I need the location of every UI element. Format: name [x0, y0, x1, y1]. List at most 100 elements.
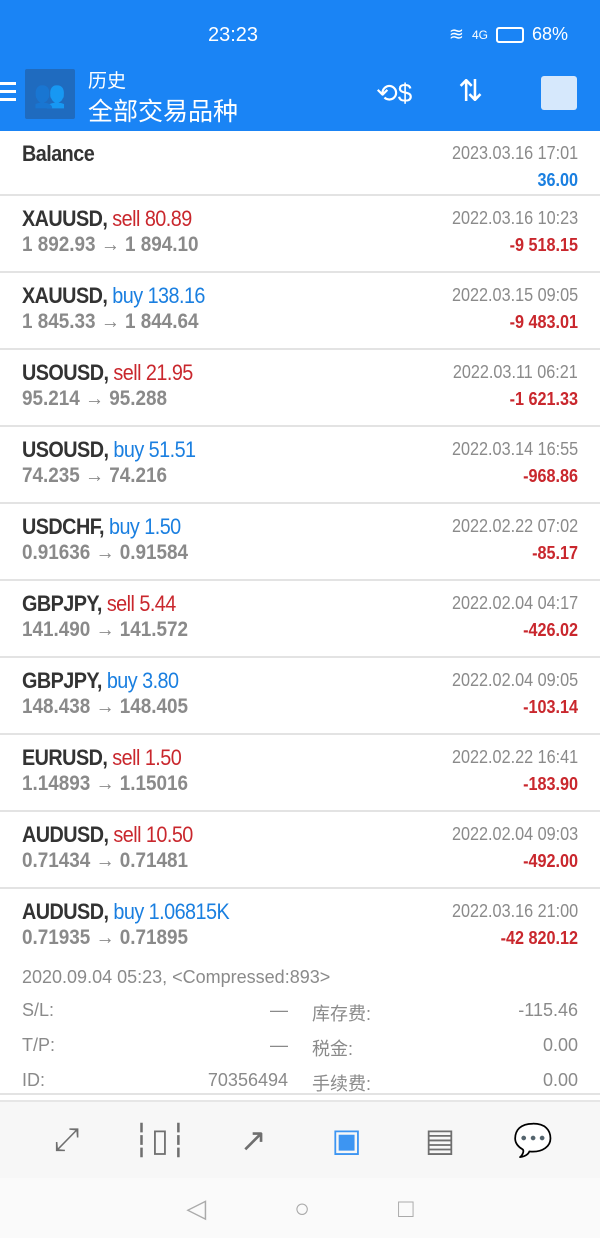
trade-date: 2022.03.14 16:55	[451, 439, 578, 459]
trade-volume: 1.50	[144, 514, 181, 539]
trade-prices: 1.14893 → 1.15016	[22, 772, 189, 795]
trade-profit: -9 518.15	[509, 235, 578, 255]
trade-profit: -9 483.01	[509, 312, 578, 332]
trade-date: 2022.02.04 09:05	[451, 670, 578, 690]
trade-row[interactable]: AUDUSD, buy 1.06815K 0.71935 → 0.71895 2…	[0, 889, 600, 1095]
balance-date: 2023.03.16 17:01	[451, 143, 578, 163]
trade-symbol: GBPJPY, buy 3.80	[22, 668, 179, 694]
trade-row[interactable]: XAUUSD, buy 138.16 1 845.33 → 1 844.64 2…	[0, 273, 600, 350]
trade-side: sell	[112, 745, 140, 770]
trade-symbol: XAUUSD, sell 80.89	[22, 206, 192, 232]
history-list: Balance 2023.03.16 17:01 36.00 XAUUSD, s…	[0, 131, 600, 1095]
trade-side: buy	[113, 899, 144, 924]
trade-side: sell	[113, 360, 141, 385]
trade-date: 2022.02.04 04:17	[451, 593, 578, 613]
bottom-nav: ⤢ ┆▯┆ ↗ ▣ ▤ 💬	[0, 1100, 600, 1178]
trade-row[interactable]: XAUUSD, sell 80.89 1 892.93 → 1 894.10 2…	[0, 196, 600, 273]
trade-prices: 1 892.93 → 1 894.10	[22, 233, 199, 256]
trade-profit: -183.90	[523, 774, 578, 794]
trade-volume: 1.06815K	[148, 899, 230, 924]
trade-row[interactable]: USDCHF, buy 1.50 0.91636 → 0.91584 2022.…	[0, 504, 600, 581]
symbol: USDCHF,	[22, 514, 105, 539]
detail-tp: —	[270, 1035, 288, 1055]
history-icon[interactable]: ▣	[331, 1122, 362, 1158]
trade-date: 2022.03.11 06:21	[453, 362, 578, 382]
news-icon[interactable]: ▤	[424, 1122, 456, 1158]
home-icon[interactable]: ○	[294, 1192, 310, 1223]
detail-id: 70356494	[207, 1070, 288, 1090]
page-title: 历史	[88, 71, 127, 92]
detail-fee-label: 手续费:	[312, 1074, 372, 1094]
battery-level: 68%	[531, 24, 568, 44]
trade-volume: 5.44	[139, 591, 176, 616]
trade-prices: 148.438 → 148.405	[22, 695, 189, 718]
trade-volume: 80.89	[144, 206, 192, 231]
trade-row[interactable]: USOUSD, buy 51.51 74.235 → 74.216 2022.0…	[0, 427, 600, 504]
chart-icon[interactable]: ┆▯┆	[131, 1122, 189, 1158]
detail-swap-label: 库存费:	[312, 1004, 372, 1024]
symbol: EURUSD,	[22, 745, 108, 770]
trade-row[interactable]: GBPJPY, sell 5.44 141.490 → 141.572 2022…	[0, 581, 600, 658]
symbol-filter[interactable]: 全部交易品种	[88, 98, 239, 126]
symbol: USOUSD,	[22, 437, 109, 462]
trade-prices: 0.71434 → 0.71481	[22, 849, 189, 872]
trade-symbol: USOUSD, buy 51.51	[22, 437, 196, 463]
deposit-withdraw-icon[interactable]: ⟲$	[376, 78, 413, 108]
sort-icon[interactable]: ⇅	[458, 75, 484, 108]
trade-row[interactable]: AUDUSD, sell 10.50 0.71434 → 0.71481 202…	[0, 812, 600, 889]
balance-amount: 36.00	[537, 170, 578, 190]
symbol: GBPJPY,	[22, 591, 102, 616]
trade-symbol: USDCHF, buy 1.50	[22, 514, 181, 540]
trade-prices: 74.235 → 74.216	[22, 464, 168, 487]
signal-icon: 4G	[471, 27, 488, 42]
detail-tax: 0.00	[542, 1035, 578, 1055]
detail-tp-label: T/P:	[22, 1035, 56, 1055]
app-bar: 👥 历史 全部交易品种 ⟲$ ⇅	[0, 64, 600, 131]
clock: 23:23	[208, 24, 259, 46]
trade-symbol: EURUSD, sell 1.50	[22, 745, 182, 771]
trade-row[interactable]: EURUSD, sell 1.50 1.14893 → 1.15016 2022…	[0, 735, 600, 812]
trade-date: 2022.03.16 21:00	[451, 901, 578, 921]
chat-icon[interactable]: 💬	[513, 1122, 554, 1158]
trade-symbol: GBPJPY, sell 5.44	[22, 591, 176, 617]
trade-side: sell	[112, 206, 140, 231]
trade-volume: 21.95	[145, 360, 193, 385]
trade-side: buy	[106, 668, 138, 693]
trade-prices: 141.490 → 141.572	[22, 618, 189, 641]
trade-prices: 0.91636 → 0.91584	[22, 541, 189, 564]
balance-row[interactable]: Balance 2023.03.16 17:01 36.00	[0, 131, 600, 196]
trade-side: sell	[113, 822, 141, 847]
recents-icon[interactable]: □	[398, 1192, 414, 1223]
open-info: 2020.09.04 05:23, <Compressed:893>	[22, 967, 331, 987]
trade-volume: 10.50	[145, 822, 193, 847]
trade-date: 2022.03.16 10:23	[451, 208, 578, 228]
trade-profit: -103.14	[523, 697, 578, 717]
calendar-icon[interactable]	[541, 76, 577, 110]
mt4-logo: 👥	[25, 69, 75, 119]
trade-icon[interactable]: ↗	[239, 1122, 267, 1158]
trade-prices: 0.71935 → 0.71895	[22, 926, 189, 949]
trade-symbol: AUDUSD, sell 10.50	[22, 822, 193, 848]
trade-date: 2022.02.04 09:03	[451, 824, 578, 844]
trade-row[interactable]: GBPJPY, buy 3.80 148.438 → 148.405 2022.…	[0, 658, 600, 735]
trade-date: 2022.03.15 09:05	[451, 285, 578, 305]
detail-id-label: ID:	[22, 1070, 46, 1090]
trade-profit: -426.02	[523, 620, 578, 640]
symbol: XAUUSD,	[22, 206, 108, 231]
trade-details: 2020.09.04 05:23, <Compressed:893> S/L: — 库…	[22, 967, 578, 1096]
symbol: GBPJPY,	[22, 668, 102, 693]
system-nav: ◁ ○ □	[0, 1178, 600, 1238]
quotes-icon[interactable]: ⤢	[53, 1121, 80, 1157]
trade-volume: 3.80	[142, 668, 179, 693]
trade-profit: -85.17	[532, 543, 578, 563]
trade-profit: -968.86	[523, 466, 578, 486]
trade-side: sell	[106, 591, 135, 616]
detail-sl-label: S/L:	[22, 1000, 55, 1020]
menu-icon[interactable]	[0, 82, 16, 104]
back-icon[interactable]: ◁	[186, 1192, 207, 1223]
detail-tax-label: 税金:	[312, 1039, 354, 1059]
trade-row[interactable]: USOUSD, sell 21.95 95.214 → 95.288 2022.…	[0, 350, 600, 427]
trade-side: buy	[113, 437, 144, 462]
symbol: XAUUSD,	[22, 283, 108, 308]
trade-profit: -1 621.33	[509, 389, 578, 409]
